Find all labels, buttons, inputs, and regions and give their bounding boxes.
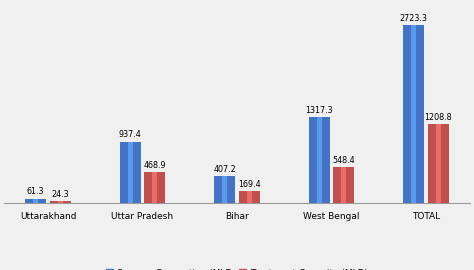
- Text: 169.4: 169.4: [238, 180, 261, 189]
- Text: 937.4: 937.4: [119, 130, 142, 139]
- Text: 2723.3: 2723.3: [400, 14, 428, 23]
- Bar: [152, 172, 157, 202]
- Bar: [317, 117, 322, 202]
- Bar: [341, 167, 346, 202]
- Text: 1208.8: 1208.8: [424, 113, 452, 122]
- Bar: [239, 191, 260, 202]
- Bar: [436, 124, 441, 202]
- Legend: Sewage Generation (MLD, Treatment Capacity (MLD): Sewage Generation (MLD, Treatment Capaci…: [102, 265, 372, 270]
- Bar: [309, 117, 329, 202]
- Text: 468.9: 468.9: [144, 161, 166, 170]
- Bar: [403, 25, 424, 202]
- Bar: [25, 198, 46, 202]
- Bar: [50, 201, 71, 202]
- Bar: [411, 25, 416, 202]
- Text: 1317.3: 1317.3: [305, 106, 333, 114]
- Bar: [428, 124, 449, 202]
- Bar: [58, 201, 63, 202]
- Bar: [246, 191, 252, 202]
- Bar: [222, 176, 228, 202]
- Bar: [145, 172, 165, 202]
- Bar: [33, 198, 38, 202]
- Bar: [333, 167, 354, 202]
- Text: 548.4: 548.4: [332, 156, 355, 164]
- Bar: [128, 141, 133, 202]
- Text: 407.2: 407.2: [213, 165, 236, 174]
- Bar: [214, 176, 235, 202]
- Bar: [120, 141, 141, 202]
- Text: 24.3: 24.3: [52, 190, 69, 199]
- Text: 61.3: 61.3: [27, 187, 45, 196]
